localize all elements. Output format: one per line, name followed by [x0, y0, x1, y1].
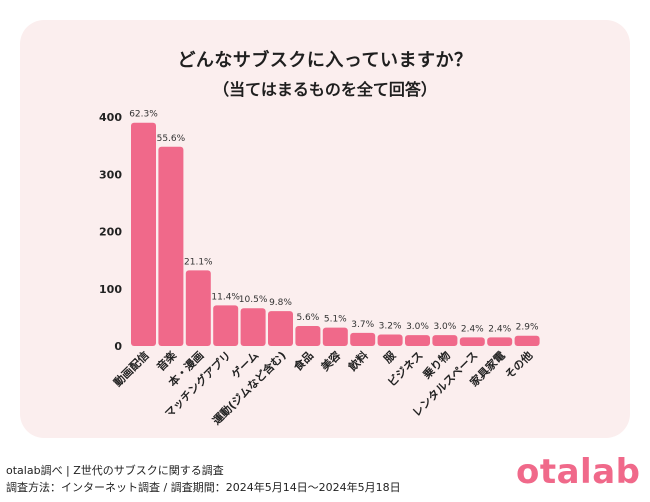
data-label: 62.3%	[129, 110, 158, 120]
data-label: 2.4%	[488, 324, 511, 334]
data-label: 3.7%	[351, 320, 374, 330]
footer: otalab調べ | Z世代のサブスクに関する調査 調査方法：インターネット調査…	[6, 462, 401, 496]
data-label: 3.2%	[379, 322, 402, 332]
bar	[185, 270, 211, 346]
bar	[213, 305, 239, 346]
bar	[322, 327, 348, 346]
data-label: 3.0%	[433, 322, 456, 332]
category-label: 美容	[318, 348, 343, 373]
bar	[459, 337, 485, 346]
chart-subtitle: （当てはまるものを全て回答）	[213, 80, 437, 99]
category-label: その他	[502, 348, 535, 381]
bar	[240, 308, 266, 346]
y-tick-label: 0	[114, 340, 122, 353]
footer-method: 調査方法：インターネット調査 / 調査期間：2024年5月14日〜2024年5月…	[6, 481, 401, 494]
bar	[487, 337, 513, 346]
bar	[377, 334, 403, 346]
footer-source: otalab調べ | Z世代のサブスクに関する調査	[6, 464, 224, 477]
data-label: 5.6%	[296, 313, 319, 323]
y-tick-label: 100	[99, 283, 122, 296]
bar	[268, 311, 293, 346]
data-label: 21.1%	[184, 257, 213, 267]
bar	[432, 335, 458, 346]
bar	[158, 146, 184, 346]
bar	[350, 332, 376, 346]
y-tick-label: 400	[99, 111, 122, 124]
category-label: 動画配信	[111, 348, 152, 389]
bar	[514, 335, 540, 346]
bar	[131, 122, 156, 346]
y-tick-label: 300	[99, 168, 122, 181]
data-label: 11.4%	[211, 292, 240, 302]
category-label: 飲料	[345, 348, 371, 374]
chart-card	[20, 20, 630, 438]
chart-title: どんなサブスクに入っていますか？	[177, 50, 473, 71]
data-label: 55.6%	[157, 134, 186, 144]
data-label: 10.5%	[239, 295, 268, 305]
data-label: 2.4%	[461, 324, 484, 334]
data-label: 9.8%	[269, 298, 292, 308]
data-label: 5.1%	[324, 315, 347, 325]
bar	[405, 335, 430, 346]
category-label: 食品	[291, 348, 316, 373]
category-label: 服	[381, 348, 399, 366]
otalab-logo: otalab	[516, 452, 641, 492]
bar	[295, 325, 321, 346]
y-tick-label: 200	[99, 226, 122, 239]
data-label: 3.0%	[406, 322, 429, 332]
data-label: 2.9%	[516, 323, 539, 333]
